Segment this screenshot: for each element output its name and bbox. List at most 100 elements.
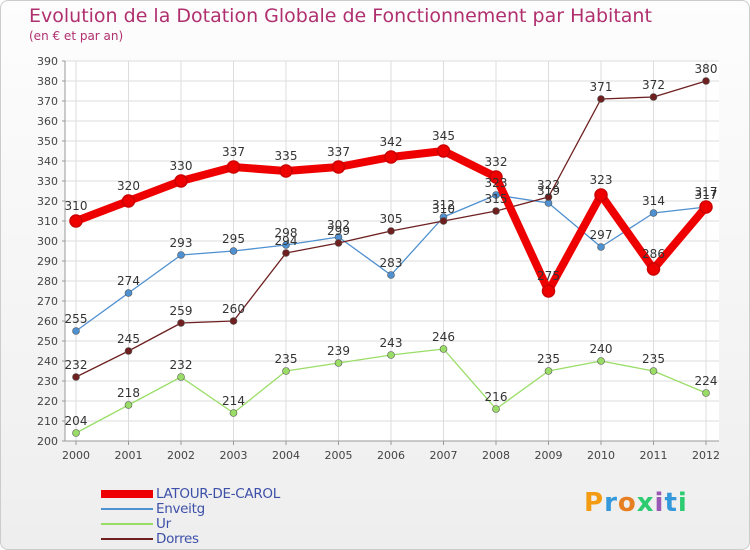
y-tick-label: 360 bbox=[37, 115, 58, 128]
data-label-dorres: 260 bbox=[222, 302, 245, 316]
data-label-ur: 218 bbox=[117, 386, 140, 400]
data-label-dorres: 294 bbox=[275, 234, 298, 248]
data-point-dorres bbox=[649, 93, 658, 101]
data-point-dorres bbox=[439, 217, 448, 225]
data-point-enveitg bbox=[282, 241, 290, 249]
data-point-dorres bbox=[72, 373, 80, 381]
chart-title: Evolution de la Dotation Globale de Fonc… bbox=[29, 5, 652, 27]
data-label-dorres: 305 bbox=[380, 212, 403, 226]
data-label-dorres: 259 bbox=[170, 304, 193, 318]
y-tick-label: 290 bbox=[37, 255, 58, 268]
x-tick-label: 2012 bbox=[692, 449, 720, 462]
data-point-ur bbox=[72, 429, 80, 437]
logo-letter: r bbox=[604, 488, 618, 518]
legend-label-enveitg: Enveitg bbox=[156, 501, 205, 517]
data-point-latour bbox=[541, 284, 556, 298]
data-label-enveitg: 312 bbox=[432, 198, 455, 212]
data-label-dorres: 232 bbox=[65, 358, 88, 372]
y-tick-label: 340 bbox=[37, 155, 58, 168]
data-point-dorres bbox=[702, 77, 710, 85]
x-tick-label: 2003 bbox=[220, 449, 248, 462]
data-point-latour bbox=[226, 160, 241, 174]
data-label-enveitg: 314 bbox=[642, 194, 665, 208]
y-tick-label: 280 bbox=[37, 275, 58, 288]
data-point-ur bbox=[282, 367, 290, 375]
data-point-ur bbox=[229, 409, 238, 417]
data-label-ur: 235 bbox=[642, 352, 665, 366]
data-point-latour bbox=[69, 214, 83, 228]
y-tick-label: 220 bbox=[37, 395, 58, 408]
proxiti-logo: Proxiti bbox=[584, 488, 688, 518]
data-label-latour: 317 bbox=[695, 185, 718, 199]
data-label-latour: 335 bbox=[275, 149, 298, 163]
legend-label-ur: Ur bbox=[156, 516, 171, 532]
data-point-ur bbox=[387, 351, 395, 359]
x-tick-label: 2008 bbox=[482, 449, 510, 462]
series-ur bbox=[72, 345, 710, 437]
x-tick-label: 2000 bbox=[62, 449, 90, 462]
y-tick-label: 310 bbox=[37, 215, 58, 228]
data-point-latour bbox=[489, 170, 503, 184]
y-tick-label: 370 bbox=[37, 95, 58, 108]
data-point-dorres bbox=[597, 95, 605, 103]
y-tick-label: 240 bbox=[37, 355, 58, 368]
logo-letter: i bbox=[654, 488, 665, 518]
data-point-dorres bbox=[229, 317, 238, 325]
data-point-enveitg bbox=[229, 247, 238, 255]
data-point-ur bbox=[177, 373, 185, 381]
data-point-enveitg bbox=[492, 191, 500, 199]
data-label-enveitg: 295 bbox=[222, 232, 245, 246]
data-point-dorres bbox=[282, 249, 290, 257]
data-label-latour: 332 bbox=[485, 155, 508, 169]
data-label-enveitg: 319 bbox=[537, 184, 560, 198]
data-point-ur bbox=[597, 357, 605, 365]
logo-letter: P bbox=[584, 488, 605, 518]
x-tick-label: 2011 bbox=[640, 449, 668, 462]
data-point-ur bbox=[649, 367, 658, 375]
chart-subtitle: (en € et par an) bbox=[29, 29, 124, 43]
data-label-latour: 337 bbox=[222, 145, 245, 159]
data-label-enveitg: 323 bbox=[485, 176, 508, 190]
data-label-dorres: 315 bbox=[485, 192, 508, 206]
y-tick-label: 250 bbox=[37, 335, 58, 348]
data-label-latour: 345 bbox=[432, 129, 455, 143]
y-tick-label: 260 bbox=[37, 315, 58, 328]
data-label-ur: 216 bbox=[485, 390, 508, 404]
data-point-ur bbox=[439, 345, 448, 353]
data-label-enveitg: 298 bbox=[275, 226, 298, 240]
data-label-dorres: 322 bbox=[537, 178, 560, 192]
x-tick-label: 2009 bbox=[535, 449, 563, 462]
logo-letter: i bbox=[677, 488, 688, 518]
data-point-enveitg bbox=[72, 327, 80, 335]
data-point-ur bbox=[124, 401, 133, 409]
data-label-ur: 224 bbox=[695, 374, 718, 388]
data-point-enveitg bbox=[124, 289, 133, 297]
x-tick-label: 2001 bbox=[115, 449, 143, 462]
data-label-enveitg: 297 bbox=[590, 228, 613, 242]
y-tick-label: 350 bbox=[37, 135, 58, 148]
y-tick-label: 380 bbox=[37, 75, 58, 88]
series-latour bbox=[69, 144, 713, 298]
data-point-latour bbox=[646, 262, 661, 276]
data-label-enveitg: 255 bbox=[65, 312, 88, 326]
data-label-enveitg: 293 bbox=[170, 236, 193, 250]
legend-swatch-ur bbox=[101, 523, 153, 525]
y-tick-label: 210 bbox=[37, 415, 58, 428]
logo-letter: x bbox=[636, 488, 655, 518]
data-label-latour: 323 bbox=[590, 173, 613, 187]
x-tick-label: 2007 bbox=[430, 449, 458, 462]
data-point-latour bbox=[384, 150, 398, 164]
data-point-latour bbox=[279, 164, 293, 178]
y-tick-label: 300 bbox=[37, 235, 58, 248]
data-point-ur bbox=[492, 405, 500, 413]
data-label-enveitg: 302 bbox=[327, 218, 350, 232]
data-point-enveitg bbox=[177, 251, 185, 259]
data-point-dorres bbox=[387, 227, 395, 235]
data-point-dorres bbox=[124, 347, 133, 355]
data-point-latour bbox=[699, 200, 713, 214]
data-label-enveitg: 274 bbox=[117, 274, 140, 288]
legend-label-latour: LATOUR-DE-CAROL bbox=[156, 486, 280, 502]
legend-swatch-latour bbox=[101, 490, 153, 498]
data-label-dorres: 299 bbox=[327, 224, 350, 238]
